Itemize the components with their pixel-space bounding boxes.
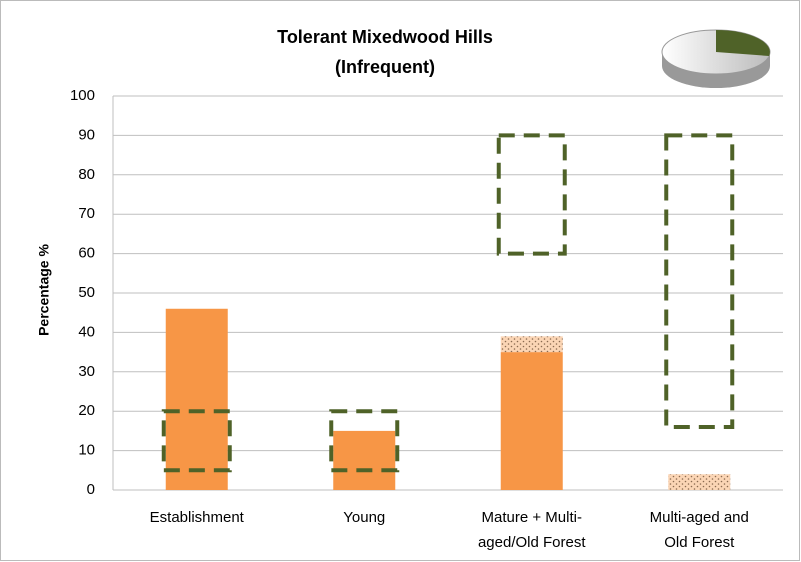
y-axis-label: Percentage % (36, 244, 52, 336)
bar (500, 352, 563, 490)
y-tick-label: 40 (78, 323, 95, 340)
pie-icon (661, 29, 771, 88)
x-tick-label: Mature + Multi- (482, 509, 582, 526)
bar (668, 474, 731, 490)
x-tick-label: Multi-aged and (650, 509, 749, 526)
y-tick-label: 50 (78, 284, 95, 301)
y-tick-label: 60 (78, 245, 95, 262)
target-range (664, 133, 735, 429)
target-range (496, 133, 567, 256)
target-range (329, 409, 400, 473)
bar (500, 336, 563, 353)
chart-title: (Infrequent) (335, 57, 435, 77)
y-tick-label: 10 (78, 442, 95, 459)
bar (333, 430, 396, 490)
chart-title: Tolerant Mixedwood Hills (277, 27, 493, 47)
target-range (161, 409, 232, 473)
y-tick-label: 20 (78, 402, 95, 419)
y-tick-label: 80 (78, 166, 95, 183)
bar (165, 308, 228, 490)
y-tick-label: 90 (78, 126, 95, 143)
x-tick-label: Old Forest (664, 534, 735, 551)
x-tick-label: aged/Old Forest (478, 534, 586, 551)
y-tick-label: 70 (78, 205, 95, 222)
x-tick-label: Young (343, 509, 385, 526)
y-tick-label: 100 (70, 87, 95, 104)
x-tick-label: Establishment (150, 509, 245, 526)
y-tick-label: 0 (87, 481, 95, 498)
y-tick-label: 30 (78, 363, 95, 380)
